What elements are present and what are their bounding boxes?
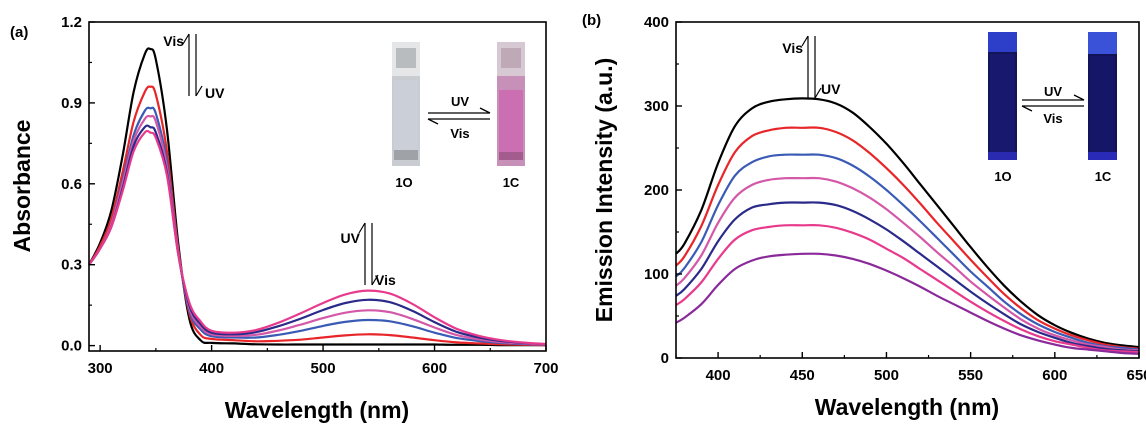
annotation-vis-label-2: Vis	[375, 272, 396, 288]
panel-b-series-line-1	[675, 97, 1140, 349]
reversible-arrow-icon	[1021, 94, 1085, 112]
panel-b: (b) 400 450 500 550 600 650 0 100 200 300 400 Wave…	[582, 12, 1146, 420]
panel-b-ticks: 400 450 500 550 600 650 0 100 200 300 400	[644, 14, 1146, 384]
cuvette-1c-photo	[497, 42, 525, 166]
panel-b-y-tick-label: 300	[644, 98, 669, 115]
panel-a-series-line-2	[88, 85, 547, 347]
panel-b-vis-uv-annotation: Vis UV	[782, 35, 841, 99]
panel-b-x-tick-label: 400	[706, 367, 731, 384]
panel-b-curves	[675, 97, 1140, 355]
annotation-uv-label-b: UV	[821, 81, 841, 97]
inset-arrow-vis-label: Vis	[450, 126, 469, 141]
inset-arrow-uv-label-b: UV	[1044, 84, 1062, 99]
panel-a-x-tick-label: 600	[422, 360, 447, 377]
panel-b-x-tick-label: 650	[1126, 367, 1146, 384]
double-arrow-icon	[182, 33, 203, 97]
panel-a-uv-vis-annotation: UV Vis	[341, 222, 396, 288]
panel-b-series-line-6	[675, 224, 1140, 354]
panel-a-ticks: 300 400 500 600 700 0.0 0.3 0.6 0.9 1.2	[61, 14, 558, 377]
panel-b-series-line-3	[675, 153, 1140, 351]
panel-b-x-tick-label: 600	[1042, 367, 1067, 384]
panel-b-x-tick-label: 500	[874, 367, 899, 384]
inset-arrow-uv-label: UV	[451, 94, 469, 109]
panel-b-x-tick-label: 450	[790, 367, 815, 384]
panel-b-series-line-2	[675, 126, 1140, 350]
panel-b-y-axis-title: Emission Intensity (a.u.)	[591, 58, 617, 323]
inset-arrow-vis-label-b: Vis	[1043, 111, 1062, 126]
panel-a-y-tick-label: 0.0	[61, 338, 82, 355]
panel-b-y-tick-label: 0	[661, 350, 669, 367]
panel-a-label: (a)	[10, 24, 28, 41]
panel-a-x-tick-label: 300	[88, 360, 113, 377]
annotation-uv-label-2: UV	[341, 230, 361, 246]
panel-b-y-tick-label: 100	[644, 266, 669, 283]
inset-1c-label-b: 1C	[1095, 169, 1112, 184]
annotation-vis-label-b: Vis	[782, 40, 803, 56]
panel-a-x-tick-label: 700	[533, 360, 558, 377]
panel-a-y-tick-label: 0.3	[61, 257, 82, 274]
double-arrow-icon	[801, 35, 822, 99]
annotation-uv-label: UV	[205, 85, 225, 101]
cuvette-1o-photo	[392, 42, 420, 166]
panel-b-series-line-4	[675, 176, 1140, 352]
panel-b-x-tick-label: 550	[958, 367, 983, 384]
panel-a-vis-uv-annotation: Vis UV	[163, 33, 225, 101]
panel-a-y-tick-label: 0.6	[61, 176, 82, 193]
cuvette-1o-uv-photo	[988, 32, 1017, 160]
panel-a-y-tick-label: 1.2	[61, 14, 82, 31]
inset-1c-label: 1C	[503, 175, 520, 190]
panel-a-x-axis-title: Wavelength (nm)	[225, 397, 409, 423]
panel-a-series-line-1	[88, 47, 546, 347]
panel-a-inset: UV Vis 1O 1C	[392, 42, 525, 190]
panel-b-label: (b)	[582, 12, 601, 29]
inset-1o-label: 1O	[395, 175, 412, 190]
panel-a-y-tick-label: 0.9	[61, 95, 82, 112]
inset-1o-label-b: 1O	[994, 169, 1011, 184]
panel-b-y-tick-label: 200	[644, 182, 669, 199]
panel-b-series-line-7	[675, 252, 1140, 355]
panel-a-series-line-3	[88, 106, 547, 346]
panel-a-series-line-5	[88, 124, 547, 346]
panel-b-y-tick-label: 400	[644, 14, 669, 31]
cuvette-1c-uv-photo	[1088, 32, 1117, 160]
panel-a-series-line-6	[88, 129, 547, 346]
panel-a-series-line-4	[88, 114, 547, 346]
panel-a-curves	[88, 47, 547, 347]
panel-a-y-axis-title: Absorbance	[9, 120, 35, 253]
panel-b-series-line-5	[675, 201, 1140, 353]
reversible-arrow-icon	[427, 107, 491, 125]
panel-a: (a) 300 400 500 600 700 0.0 0.3 0.6 0.9 1.2 Wavel…	[9, 14, 559, 423]
panel-a-x-tick-label: 500	[311, 360, 336, 377]
panel-b-inset: UV Vis 1O 1C	[988, 32, 1117, 184]
panel-b-x-axis-title: Wavelength (nm)	[815, 394, 999, 420]
annotation-vis-label: Vis	[163, 33, 184, 49]
panel-a-x-tick-label: 400	[199, 360, 224, 377]
double-arrow-icon	[358, 222, 379, 286]
panel-a-frame	[88, 21, 547, 352]
